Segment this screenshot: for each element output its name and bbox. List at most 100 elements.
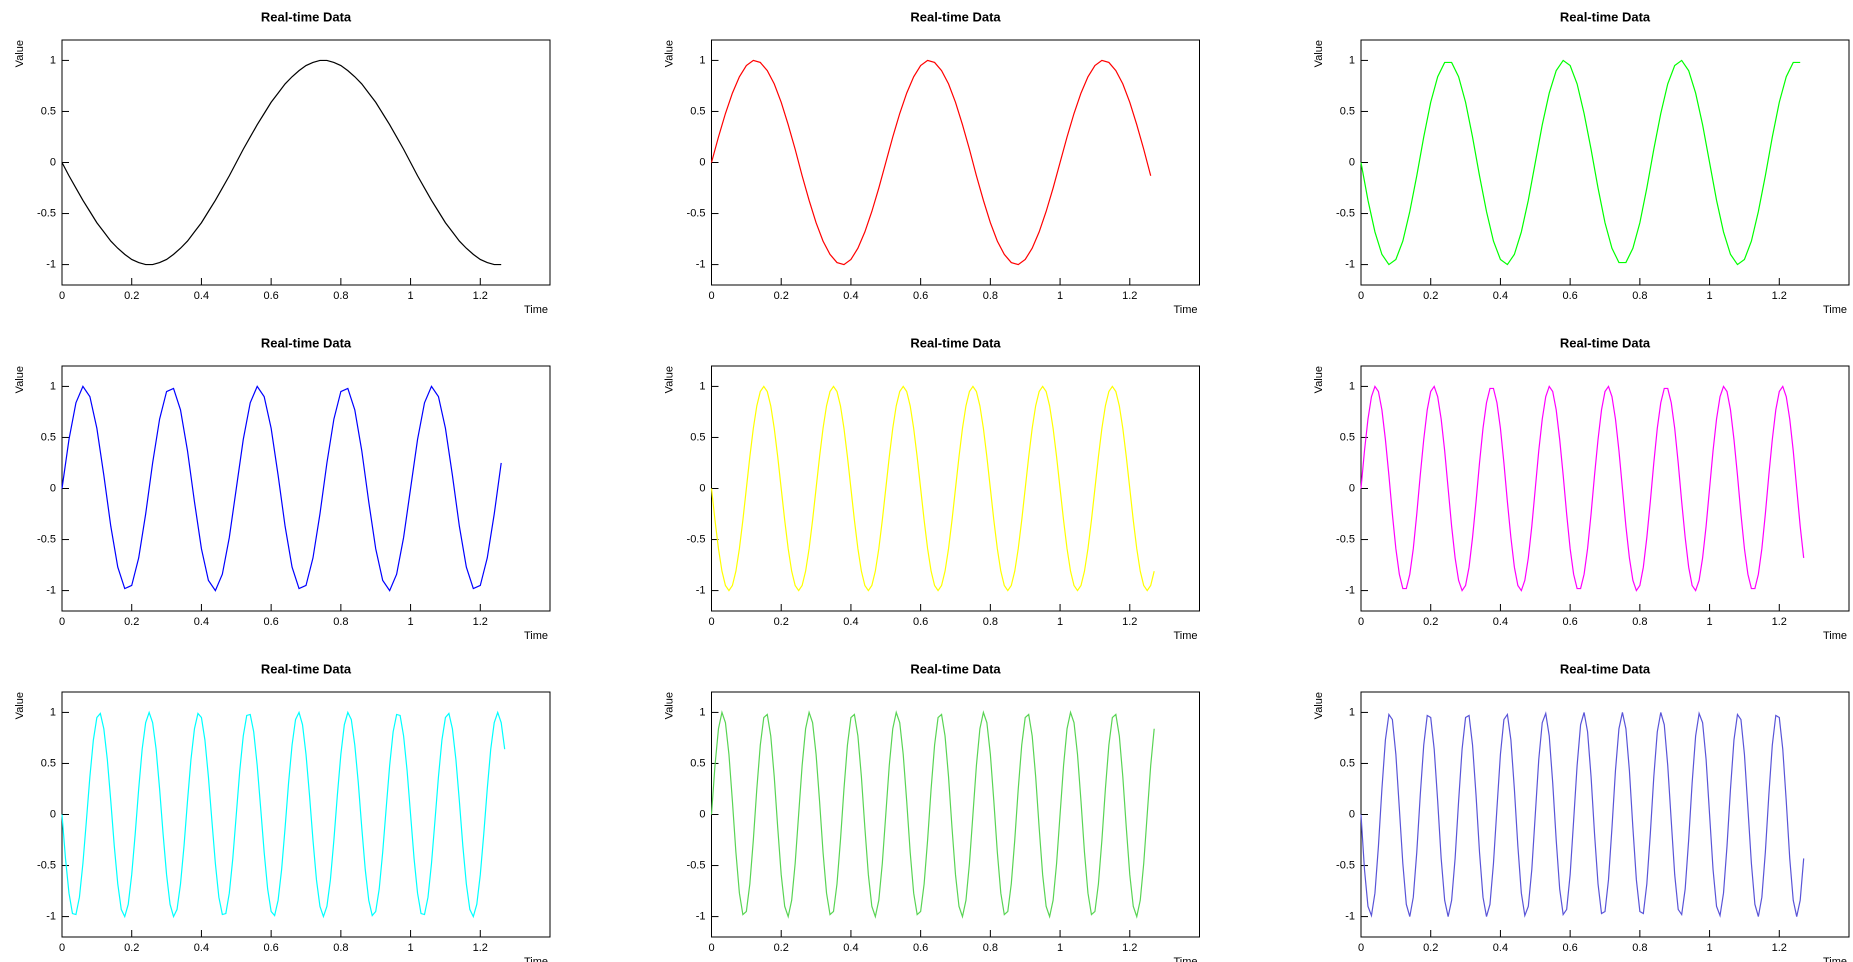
y-tick-label: 0 — [1349, 808, 1355, 820]
y-tick-label: -0.5 — [687, 533, 706, 545]
y-tick-label: -0.5 — [687, 207, 706, 219]
x-tick-label: 1.2 — [1772, 290, 1787, 302]
x-tick-label: 0.6 — [1562, 290, 1577, 302]
y-tick-label: -0.5 — [687, 859, 706, 871]
x-tick-label: 0.6 — [263, 942, 278, 954]
chart-title: Real-time Data — [261, 9, 352, 24]
x-tick-label: 0.4 — [194, 290, 209, 302]
x-tick-label: 1 — [408, 290, 414, 302]
x-tick-label: 0.2 — [774, 942, 789, 954]
y-tick-label: -1 — [696, 584, 706, 596]
y-tick-label: -0.5 — [37, 207, 56, 219]
chart-title: Real-time Data — [1560, 661, 1651, 676]
x-tick-label: 0.8 — [333, 616, 348, 628]
x-tick-label: 1 — [1707, 616, 1713, 628]
y-tick-label: -1 — [46, 258, 56, 270]
x-tick-label: 0 — [1358, 616, 1364, 628]
x-tick-label: 0.8 — [983, 616, 998, 628]
y-tick-label: 1 — [50, 380, 56, 392]
y-tick-label: 1 — [699, 54, 705, 66]
x-tick-label: 0 — [59, 616, 65, 628]
x-tick-label: 0.4 — [194, 616, 209, 628]
data-line — [710, 59, 1152, 266]
x-tick-label: 0.4 — [1493, 616, 1508, 628]
y-tick-label: 0 — [699, 482, 705, 494]
y-tick-label: -0.5 — [37, 859, 56, 871]
x-tick-label: 0 — [59, 942, 65, 954]
y-tick-label: 0.5 — [690, 757, 705, 769]
x-tick-label: 0.2 — [124, 942, 139, 954]
y-tick-label: 1 — [1349, 706, 1355, 718]
y-tick-label: 0.5 — [690, 105, 705, 117]
y-tick-label: 1 — [1349, 380, 1355, 392]
y-tick-label: -0.5 — [1336, 207, 1355, 219]
y-axis-label: Value — [663, 366, 675, 393]
frame — [61, 365, 551, 612]
frame — [1360, 39, 1850, 286]
chart-title: Real-time Data — [910, 335, 1001, 350]
x-tick-label: 0.4 — [194, 942, 209, 954]
y-tick-label: 0.5 — [41, 105, 56, 117]
x-tick-label: 1.2 — [473, 942, 488, 954]
y-tick-label: -1 — [1345, 258, 1355, 270]
frame — [61, 39, 551, 286]
y-tick-label: 0 — [1349, 156, 1355, 168]
x-axis-label: Time — [1173, 630, 1197, 642]
y-tick-label: -0.5 — [1336, 533, 1355, 545]
y-axis-label: Value — [1313, 40, 1325, 67]
y-tick-label: -1 — [1345, 584, 1355, 596]
y-tick-label: -1 — [46, 584, 56, 596]
frame — [1360, 691, 1850, 938]
x-tick-label: 0.8 — [333, 290, 348, 302]
x-tick-label: 0.4 — [1493, 290, 1508, 302]
x-axis-label: Time — [524, 630, 548, 642]
x-tick-label: 0 — [1358, 290, 1364, 302]
x-axis-label: Time — [1823, 304, 1847, 316]
data-line — [61, 59, 502, 266]
y-axis-label: Value — [663, 692, 675, 719]
x-tick-label: 0.2 — [1423, 616, 1438, 628]
y-tick-label: 0 — [50, 808, 56, 820]
chart-title: Real-time Data — [261, 661, 352, 676]
x-tick-label: 0.8 — [333, 942, 348, 954]
x-tick-label: 0.2 — [774, 616, 789, 628]
y-tick-label: 0 — [50, 482, 56, 494]
x-tick-label: 0.4 — [1493, 942, 1508, 954]
x-tick-label: 0.4 — [843, 616, 858, 628]
frame — [711, 39, 1200, 286]
y-tick-label: 0.5 — [41, 757, 56, 769]
y-axis-label: Value — [1313, 692, 1325, 719]
x-tick-label: 1.2 — [1122, 616, 1137, 628]
y-axis-label: Value — [14, 692, 26, 719]
y-tick-label: 0.5 — [1340, 431, 1355, 443]
x-tick-label: 0.6 — [913, 290, 928, 302]
x-axis-label: Time — [524, 956, 548, 962]
data-line — [61, 385, 502, 592]
y-tick-label: -1 — [696, 258, 706, 270]
x-tick-label: 0.6 — [1562, 942, 1577, 954]
x-tick-label: 1.2 — [1772, 942, 1787, 954]
y-tick-label: 0.5 — [41, 431, 56, 443]
x-axis-label: Time — [1173, 304, 1197, 316]
chart-title: Real-time Data — [910, 661, 1001, 676]
y-tick-label: 1 — [1349, 54, 1355, 66]
x-tick-label: 0.6 — [913, 616, 928, 628]
x-tick-label: 0.8 — [983, 942, 998, 954]
y-tick-label: 0 — [699, 808, 705, 820]
x-axis-label: Time — [524, 304, 548, 316]
y-tick-label: 1 — [50, 54, 56, 66]
y-axis-label: Value — [14, 366, 26, 393]
x-tick-label: 1 — [1707, 942, 1713, 954]
x-tick-label: 1 — [1057, 616, 1063, 628]
data-line — [1360, 385, 1805, 592]
x-tick-label: 1 — [408, 942, 414, 954]
x-axis-label: Time — [1823, 630, 1847, 642]
data-line — [1360, 711, 1805, 918]
y-tick-label: -1 — [696, 910, 706, 922]
frame — [711, 691, 1200, 938]
x-tick-label: 0.2 — [1423, 290, 1438, 302]
x-tick-label: 1.2 — [473, 616, 488, 628]
y-tick-label: 0.5 — [690, 431, 705, 443]
chart-title: Real-time Data — [261, 335, 352, 350]
x-tick-label: 0.2 — [774, 290, 789, 302]
